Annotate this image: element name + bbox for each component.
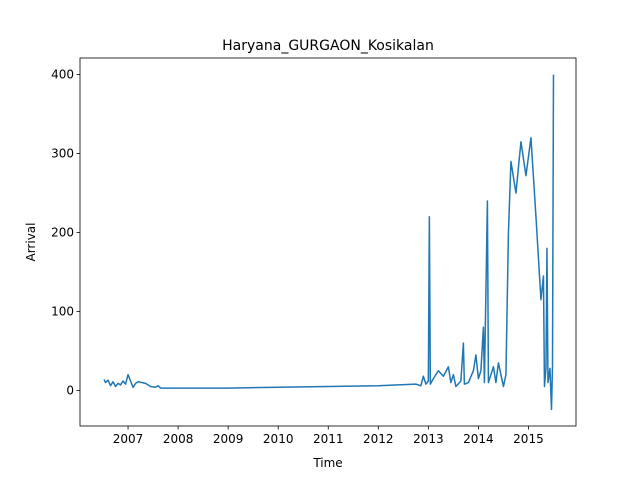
chart-title: Haryana_GURGAON_Kosikalan xyxy=(222,38,434,54)
y-tick-label: 300 xyxy=(51,147,74,161)
data-line xyxy=(103,74,555,411)
y-axis-label: Arrival xyxy=(24,223,38,262)
y-tick-label: 0 xyxy=(66,383,74,397)
x-tick-label: 2015 xyxy=(513,432,544,446)
x-tick-label: 2012 xyxy=(363,432,394,446)
y-tick-label: 100 xyxy=(51,304,74,318)
x-tick-label: 2014 xyxy=(463,432,494,446)
y-tick-label: 200 xyxy=(51,226,74,240)
x-tick-label: 2007 xyxy=(113,432,144,446)
x-axis-label: Time xyxy=(312,456,342,470)
x-tick-label: 2008 xyxy=(163,432,194,446)
y-tick-label: 400 xyxy=(51,68,74,82)
plot-frame xyxy=(79,57,577,427)
x-tick-label: 2009 xyxy=(213,432,244,446)
x-tick-label: 2010 xyxy=(263,432,294,446)
x-tick-label: 2013 xyxy=(413,432,444,446)
x-tick-label: 2011 xyxy=(313,432,344,446)
